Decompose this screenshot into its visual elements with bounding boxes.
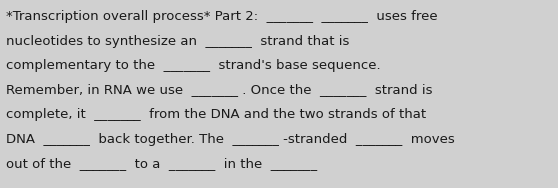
Text: nucleotides to synthesize an  _______  strand that is: nucleotides to synthesize an _______ str… xyxy=(6,35,349,48)
Text: complete, it  _______  from the DNA and the two strands of that: complete, it _______ from the DNA and th… xyxy=(6,108,426,121)
Text: Remember, in RNA we use  _______ . Once the  _______  strand is: Remember, in RNA we use _______ . Once t… xyxy=(6,83,432,96)
Text: complementary to the  _______  strand's base sequence.: complementary to the _______ strand's ba… xyxy=(6,59,381,72)
Text: out of the  _______  to a  _______  in the  _______: out of the _______ to a _______ in the _… xyxy=(6,157,317,170)
Text: DNA  _______  back together. The  _______ -stranded  _______  moves: DNA _______ back together. The _______ -… xyxy=(6,133,455,146)
Text: *Transcription overall process* Part 2:  _______  _______  uses free: *Transcription overall process* Part 2: … xyxy=(6,10,437,23)
